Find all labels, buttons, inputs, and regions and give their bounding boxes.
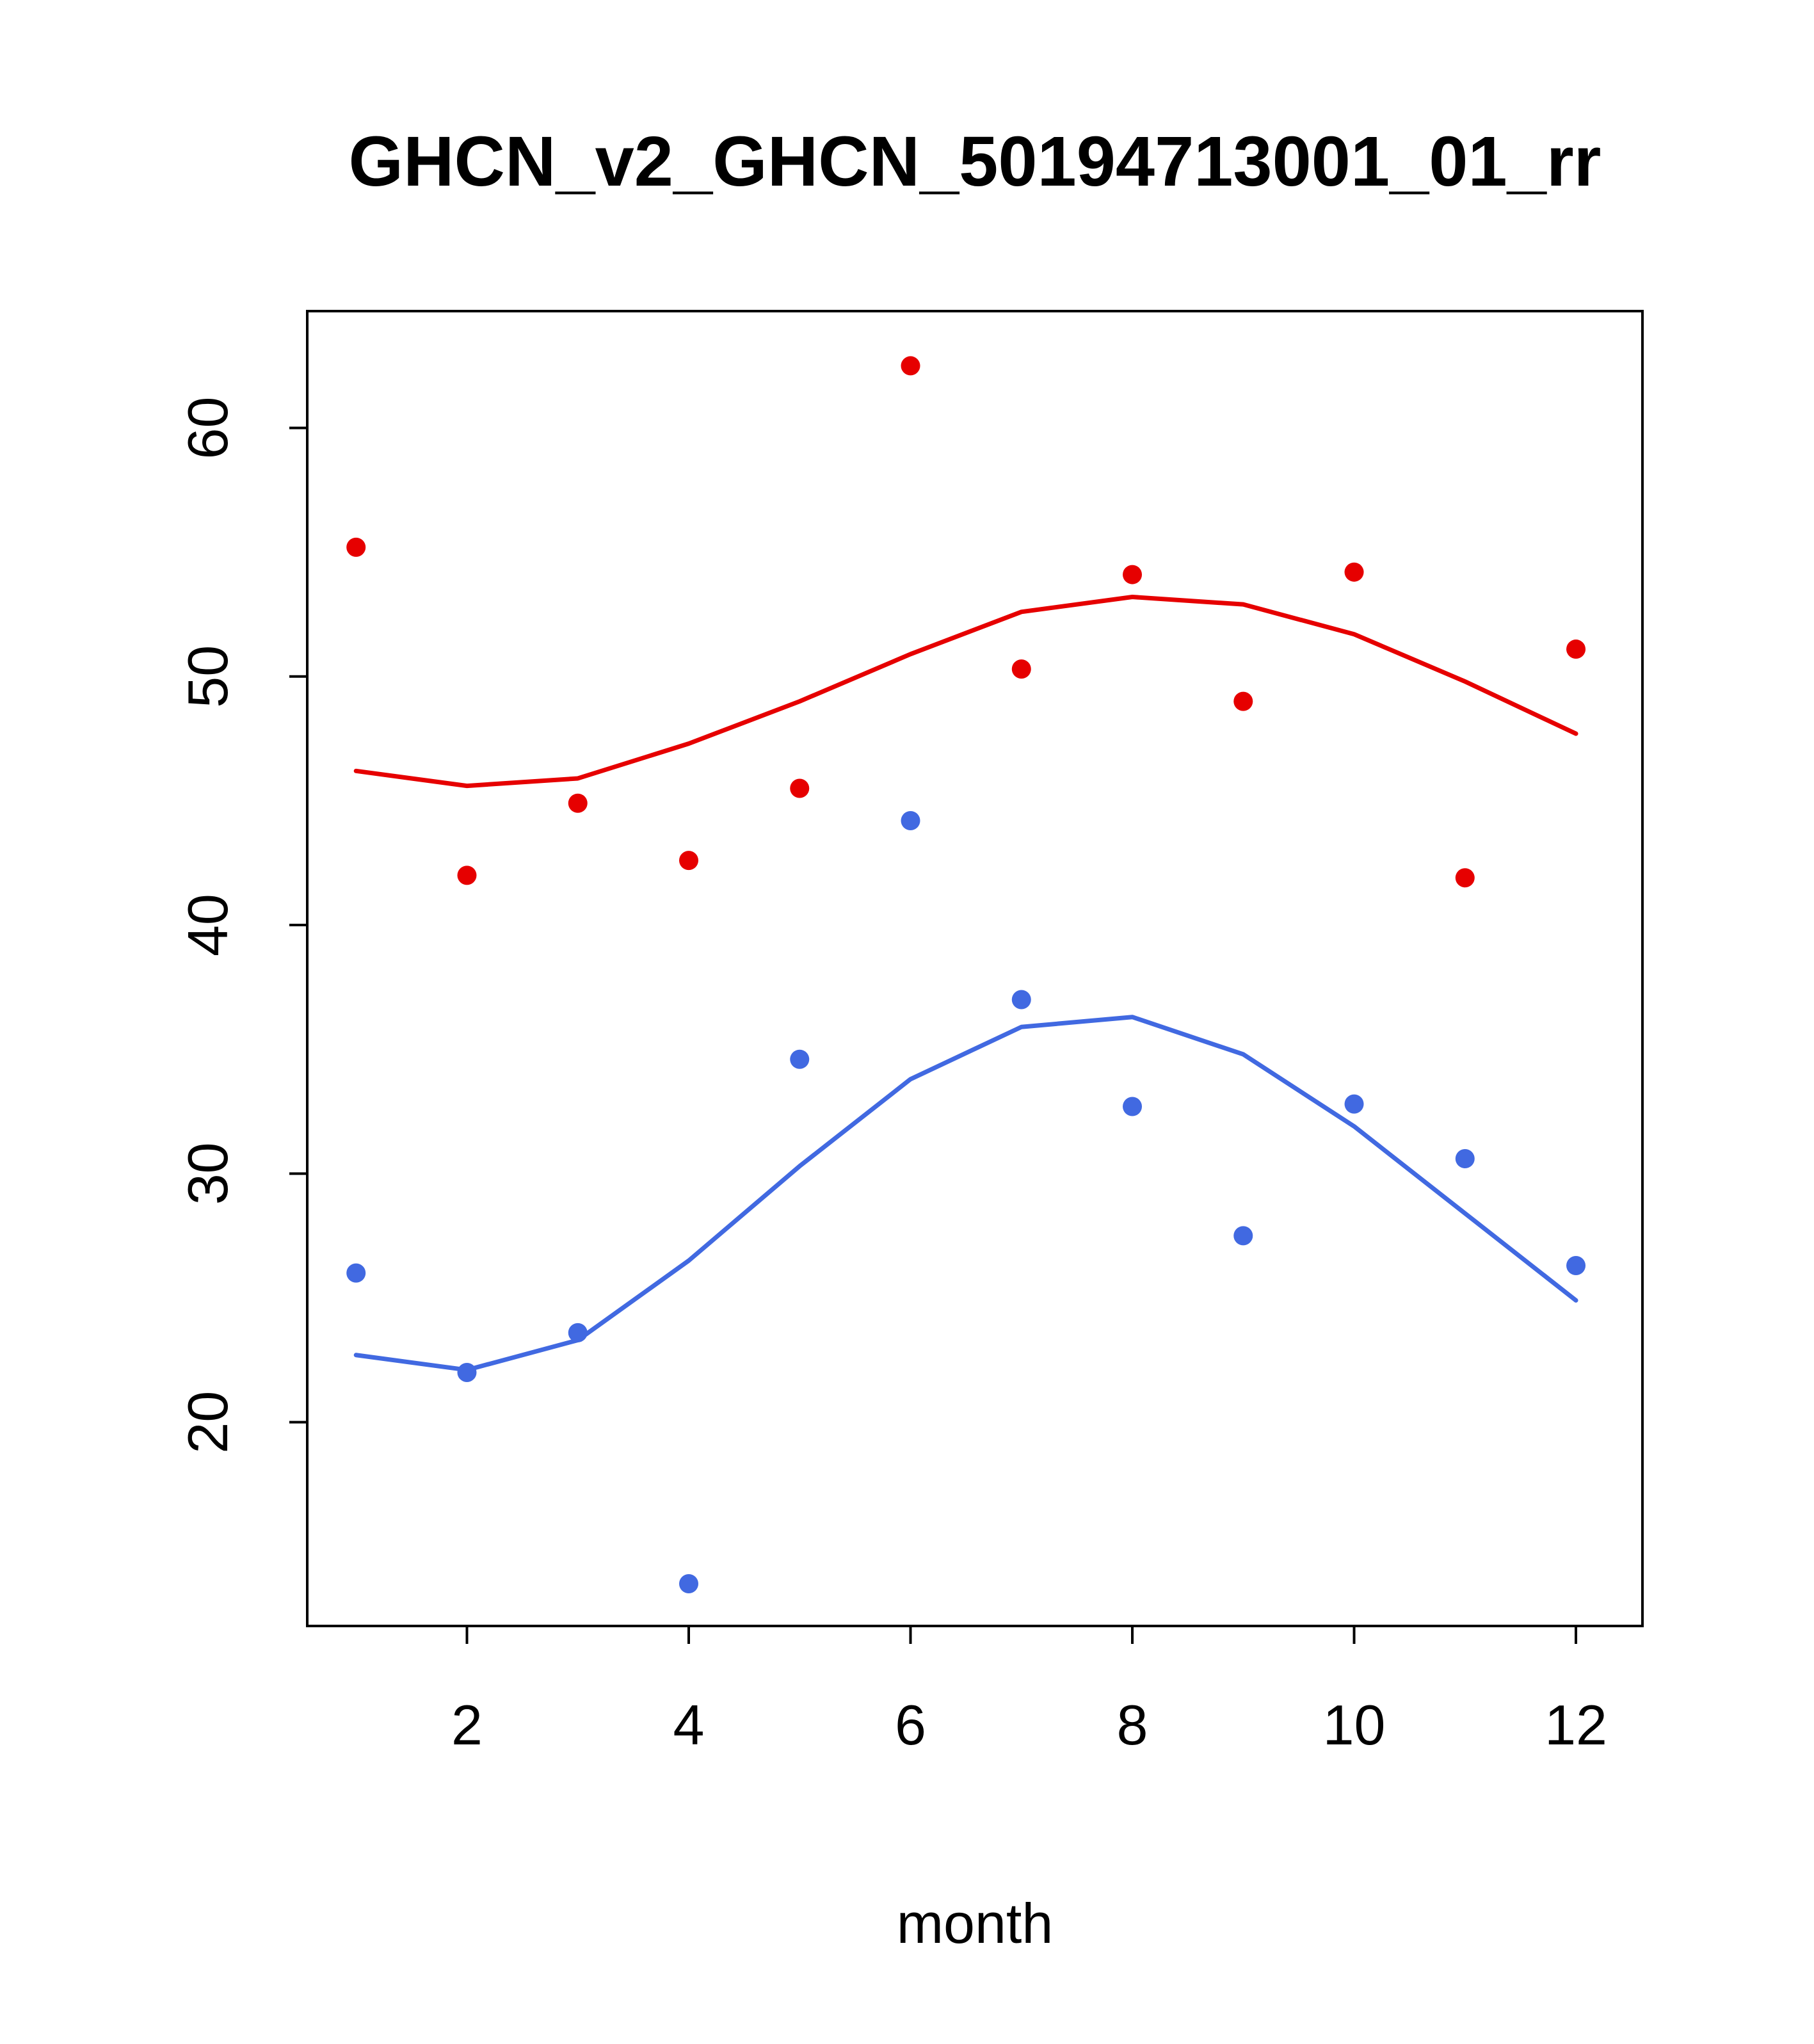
- blue-points-point: [1011, 990, 1031, 1010]
- y-tick-label: 40: [176, 894, 239, 956]
- red-points-point: [346, 537, 366, 557]
- blue-points-point: [568, 1323, 588, 1342]
- blue-points-point: [1123, 1097, 1143, 1116]
- x-axis-label: month: [897, 1892, 1054, 1955]
- x-tick-label: 10: [1323, 1693, 1386, 1757]
- blue-points-point: [901, 810, 920, 830]
- chart-title: GHCN_v2_GHCN_50194713001_01_rr: [349, 122, 1601, 201]
- blue-points-point: [1344, 1094, 1364, 1114]
- y-tick-label: 50: [176, 645, 239, 708]
- x-tick-label: 2: [451, 1693, 483, 1757]
- x-tick-label: 12: [1545, 1693, 1607, 1757]
- blue-smooth-line: [353, 1015, 1578, 1372]
- blue-points-point: [1233, 1226, 1253, 1246]
- red-points-point: [1566, 640, 1586, 659]
- blue-points-point: [1566, 1255, 1586, 1275]
- y-tick-label: 20: [176, 1391, 239, 1454]
- red-points-point: [457, 865, 477, 885]
- red-points-point: [1344, 562, 1364, 582]
- x-tick-label: 8: [1117, 1693, 1148, 1757]
- red-smooth-line: [353, 595, 1578, 789]
- series-blue-smooth: [353, 1015, 1578, 1372]
- red-points-point: [568, 793, 588, 813]
- x-tick-label: 6: [895, 1693, 926, 1757]
- blue-points-point: [457, 1362, 477, 1382]
- red-points-point: [1455, 868, 1475, 888]
- y-tick-label: 60: [176, 397, 239, 460]
- x-axis: 2 4 6 8 10 12: [451, 1627, 1607, 1757]
- blue-points-point: [790, 1049, 810, 1069]
- red-points-point: [1233, 691, 1253, 711]
- red-points-point: [1123, 565, 1143, 584]
- red-points-point: [790, 778, 810, 798]
- red-points-point: [679, 851, 698, 871]
- blue-points-point: [346, 1263, 366, 1283]
- plot-box: [306, 310, 1644, 1627]
- blue-points-point: [1455, 1149, 1475, 1169]
- blue-points-point: [679, 1573, 698, 1593]
- y-axis: 20 30 40 50 60: [176, 397, 306, 1454]
- y-tick-label: 30: [176, 1142, 239, 1205]
- series-red-smooth: [353, 595, 1578, 789]
- x-tick-label: 4: [673, 1693, 705, 1757]
- series-blue-points: [346, 810, 1586, 1593]
- red-points-point: [1011, 659, 1031, 679]
- red-points-point: [901, 356, 920, 376]
- plot-area: [306, 310, 1644, 1627]
- series-red-points: [346, 356, 1586, 888]
